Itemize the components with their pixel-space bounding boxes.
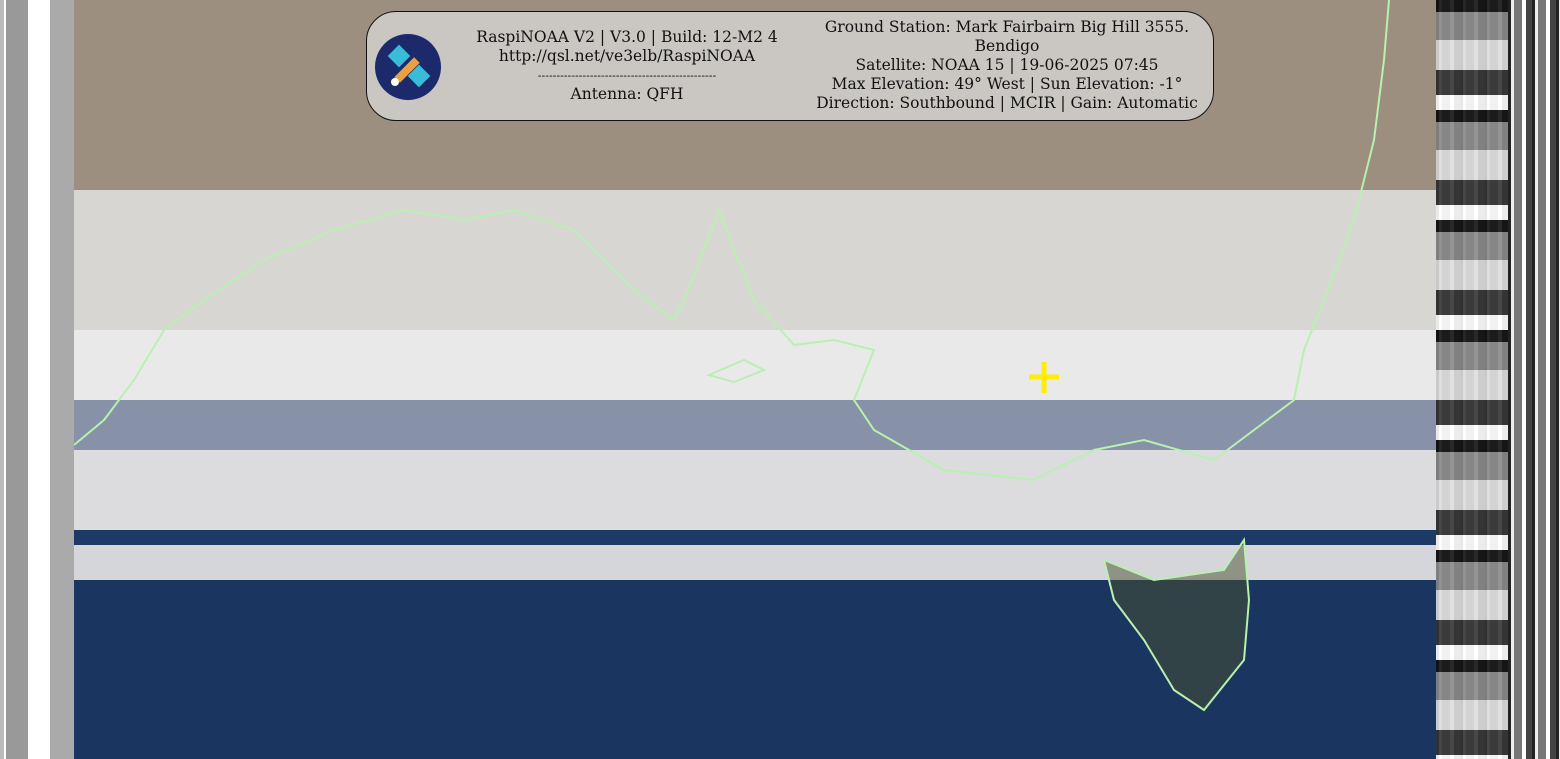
pass-info-banner: RaspiNOAA V2 | V3.0 | Build: 12-M2 4 htt… — [366, 11, 1214, 121]
ground-station: Ground Station: Mark Fairbairn Big Hill … — [824, 18, 1190, 36]
coastline-mainland — [74, 0, 1390, 482]
satellite-info: Satellite: NOAA 15 | 19-06-2025 07:45 — [855, 56, 1159, 74]
direction-info: Direction: Southbound | MCIR | Gain: Aut… — [816, 94, 1198, 112]
project-url: http://qsl.net/ve3elb/RaspiNOAA — [498, 47, 756, 65]
satellite-icon — [375, 34, 441, 100]
elevation-info: Max Elevation: 49° West | Sun Elevation:… — [831, 75, 1183, 93]
telemetry-strip-right — [1436, 0, 1560, 759]
software-version: RaspiNOAA V2 | V3.0 | Build: 12-M2 4 — [476, 28, 778, 46]
ground-station-city: Bendigo — [974, 37, 1040, 55]
coastline-kangaroo-island — [705, 358, 767, 384]
satellite-image — [74, 0, 1436, 759]
ground-station-marker — [1029, 362, 1059, 393]
telemetry-strip-left — [0, 0, 74, 759]
separator: ----------------------------------------… — [537, 69, 717, 82]
coastline-overlay — [74, 0, 1390, 712]
coastline-tasmania — [1102, 537, 1251, 712]
antenna-info: Antenna: QFH — [570, 85, 684, 103]
